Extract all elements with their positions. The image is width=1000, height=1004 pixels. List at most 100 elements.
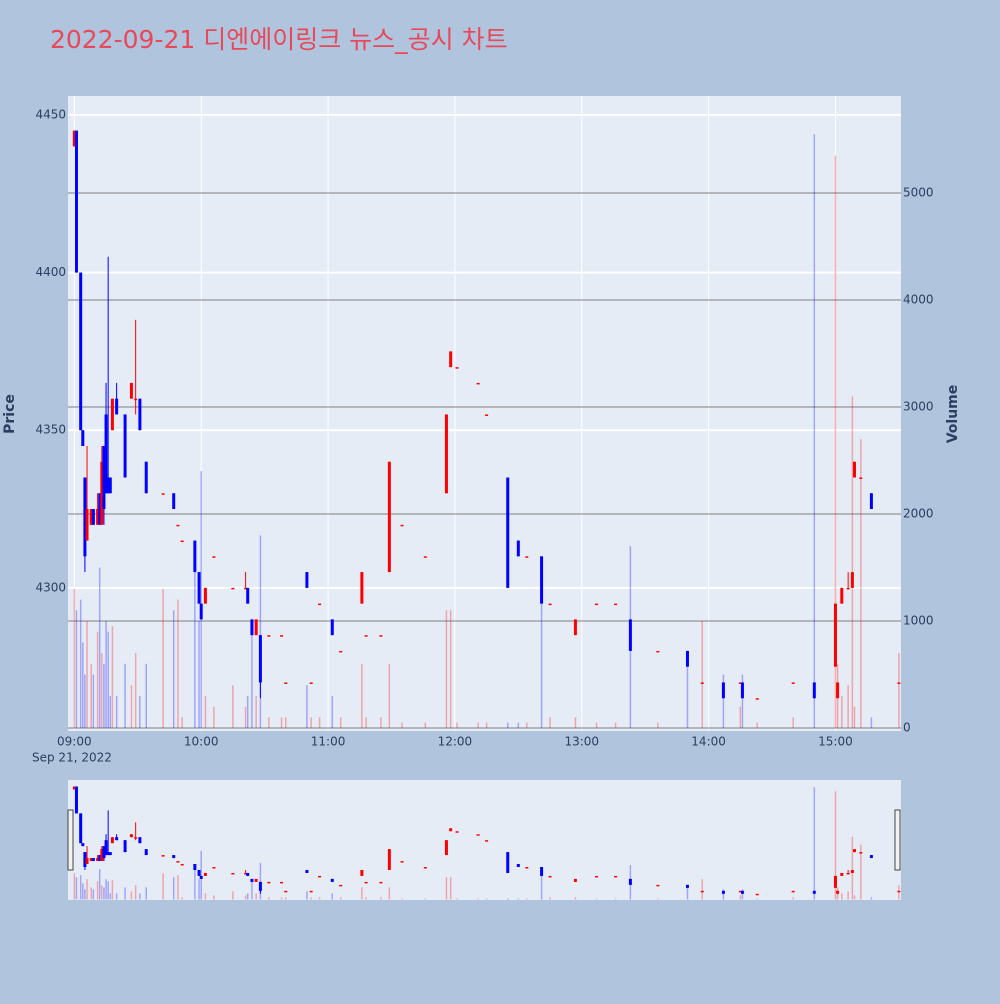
nav-candle-body [100, 849, 104, 862]
nav-candle-body [850, 869, 854, 873]
y2-tick-label: 0 [903, 721, 911, 735]
candle-body [485, 414, 489, 416]
candle-body [203, 587, 207, 604]
nav-candle-body [203, 872, 207, 876]
candle-body [721, 682, 725, 699]
candle-body [267, 635, 271, 637]
candle-body [258, 635, 262, 683]
y-axis-title: Price [2, 394, 18, 434]
nav-candle-body [83, 852, 87, 867]
candle-body [852, 461, 856, 478]
nav-candle-body [267, 881, 271, 884]
candle-body [859, 477, 863, 480]
candle-body [305, 572, 309, 588]
candle-body [79, 272, 83, 431]
nav-candle-body [685, 884, 689, 888]
nav-candle-body [548, 875, 552, 878]
candle-body [309, 682, 313, 684]
candle-body [89, 509, 93, 525]
y2-tick-label: 3000 [903, 400, 934, 414]
nav-candle-body [840, 872, 844, 876]
nav-candle-body [91, 858, 95, 862]
nav-candle-body [138, 837, 142, 844]
candle-body [98, 493, 102, 525]
nav-candle-body [476, 834, 480, 836]
candle-body [138, 398, 142, 431]
candle-body [176, 524, 180, 527]
candle-body [91, 509, 95, 525]
nav-candle-body [540, 866, 544, 876]
nav-candle-body [791, 890, 795, 893]
range-handle[interactable] [894, 809, 901, 871]
nav-candle-body [846, 872, 850, 875]
nav-candle-body [318, 875, 322, 878]
nav-candle-body [423, 866, 427, 869]
candle-body [548, 603, 552, 606]
nav-candle-body [339, 884, 343, 887]
candle-body [614, 603, 618, 606]
nav-candle-body [738, 890, 742, 893]
candle-body [96, 509, 100, 525]
nav-candle-body [89, 858, 93, 862]
y-tick-label: 4300 [35, 580, 66, 594]
nav-candle-body [485, 840, 489, 842]
candle-body [330, 619, 334, 636]
nav-candle-body [364, 881, 368, 884]
candle-body [423, 556, 427, 558]
nav-candle-body [525, 866, 529, 869]
range-slider[interactable] [68, 780, 901, 900]
nav-candle-body [96, 858, 100, 862]
candle-body [791, 682, 795, 684]
nav-candle-body [81, 843, 85, 847]
candle-body [83, 477, 87, 557]
candle-body [364, 635, 368, 637]
range-handle[interactable] [67, 809, 74, 871]
nav-candle-body [852, 849, 856, 853]
y2-tick-label: 2000 [903, 507, 934, 521]
nav-candle-body [74, 786, 78, 814]
nav-candle-body [134, 837, 138, 839]
nav-candle-body [108, 852, 112, 856]
candle-body [180, 540, 184, 543]
nav-candle-body [305, 869, 309, 873]
nav-candle-body [614, 875, 618, 878]
candle-body [628, 619, 632, 651]
y2-tick-label: 1000 [903, 614, 934, 628]
candle-body [755, 698, 759, 700]
candle-body [846, 587, 850, 590]
candle-body [81, 430, 85, 446]
candle-body [172, 493, 176, 510]
candle-body [387, 461, 391, 573]
candle-body [100, 461, 104, 525]
candle-body [455, 367, 459, 369]
candle-body [738, 682, 742, 684]
nav-candle-body [628, 878, 632, 885]
nav-candle-body [98, 855, 102, 862]
nav-candle-body [516, 864, 520, 867]
candle-body [476, 382, 480, 385]
x-date-label: Sep 21, 2022 [32, 751, 112, 765]
nav-candle-body [455, 831, 459, 833]
candle-body [318, 603, 322, 606]
nav-candle-body [755, 893, 759, 896]
candle-body [449, 351, 453, 368]
nav-candle-body [387, 849, 391, 870]
nav-candle-body [700, 890, 704, 893]
nav-candle-body [212, 866, 216, 869]
nav-candle-body [258, 881, 262, 891]
candle-body [231, 587, 235, 590]
candle-body [840, 587, 844, 604]
candle-body [108, 477, 112, 494]
candle-body [129, 382, 133, 399]
nav-candle-body [859, 852, 863, 854]
candle-body [525, 556, 529, 558]
candle-body [280, 635, 284, 637]
candle-body [123, 414, 127, 478]
y2-tick-label: 4000 [903, 293, 934, 307]
candle-body [197, 572, 201, 604]
candle-body [812, 682, 816, 699]
candle-body [400, 524, 404, 527]
nav-candle-body [85, 858, 89, 865]
nav-candle-body [199, 875, 203, 879]
